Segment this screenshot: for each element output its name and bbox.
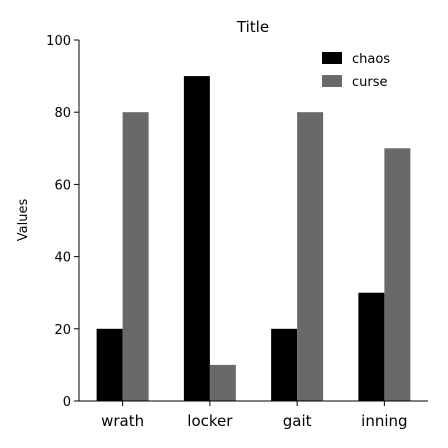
bars — [96, 76, 411, 401]
chart-title: Title — [236, 18, 269, 36]
legend-label-chaos: chaos — [352, 52, 390, 67]
y-axis-label: Values — [16, 199, 31, 242]
bar-curse-locker — [209, 364, 236, 401]
legend-label-curse: curse — [352, 75, 388, 90]
y-axis-ticks: 0 20 40 60 80 100 — [46, 34, 79, 410]
bar-curse-gait — [297, 112, 324, 401]
y-tick-label: 0 — [63, 395, 71, 410]
bar-curse-inning — [384, 148, 411, 401]
y-tick-label: 40 — [54, 251, 71, 266]
x-tick-label: inning — [361, 412, 407, 430]
bar-chaos-gait — [271, 328, 298, 401]
x-tick-label: locker — [187, 412, 233, 430]
x-axis-ticks: wrath locker gait inning — [101, 401, 408, 430]
y-tick-label: 80 — [54, 106, 71, 121]
y-tick-label: 60 — [54, 178, 71, 193]
bar-chaos-wrath — [96, 328, 123, 401]
legend-swatch-chaos — [322, 52, 342, 64]
x-tick-label: wrath — [101, 412, 144, 430]
bar-chaos-locker — [183, 76, 210, 401]
y-tick-label: 100 — [46, 34, 71, 49]
legend: chaos curse — [322, 52, 390, 90]
legend-swatch-curse — [322, 75, 342, 87]
x-tick-label: gait — [283, 412, 312, 430]
bar-chaos-inning — [358, 292, 385, 401]
bar-curse-wrath — [122, 112, 149, 401]
y-tick-label: 20 — [54, 323, 71, 338]
